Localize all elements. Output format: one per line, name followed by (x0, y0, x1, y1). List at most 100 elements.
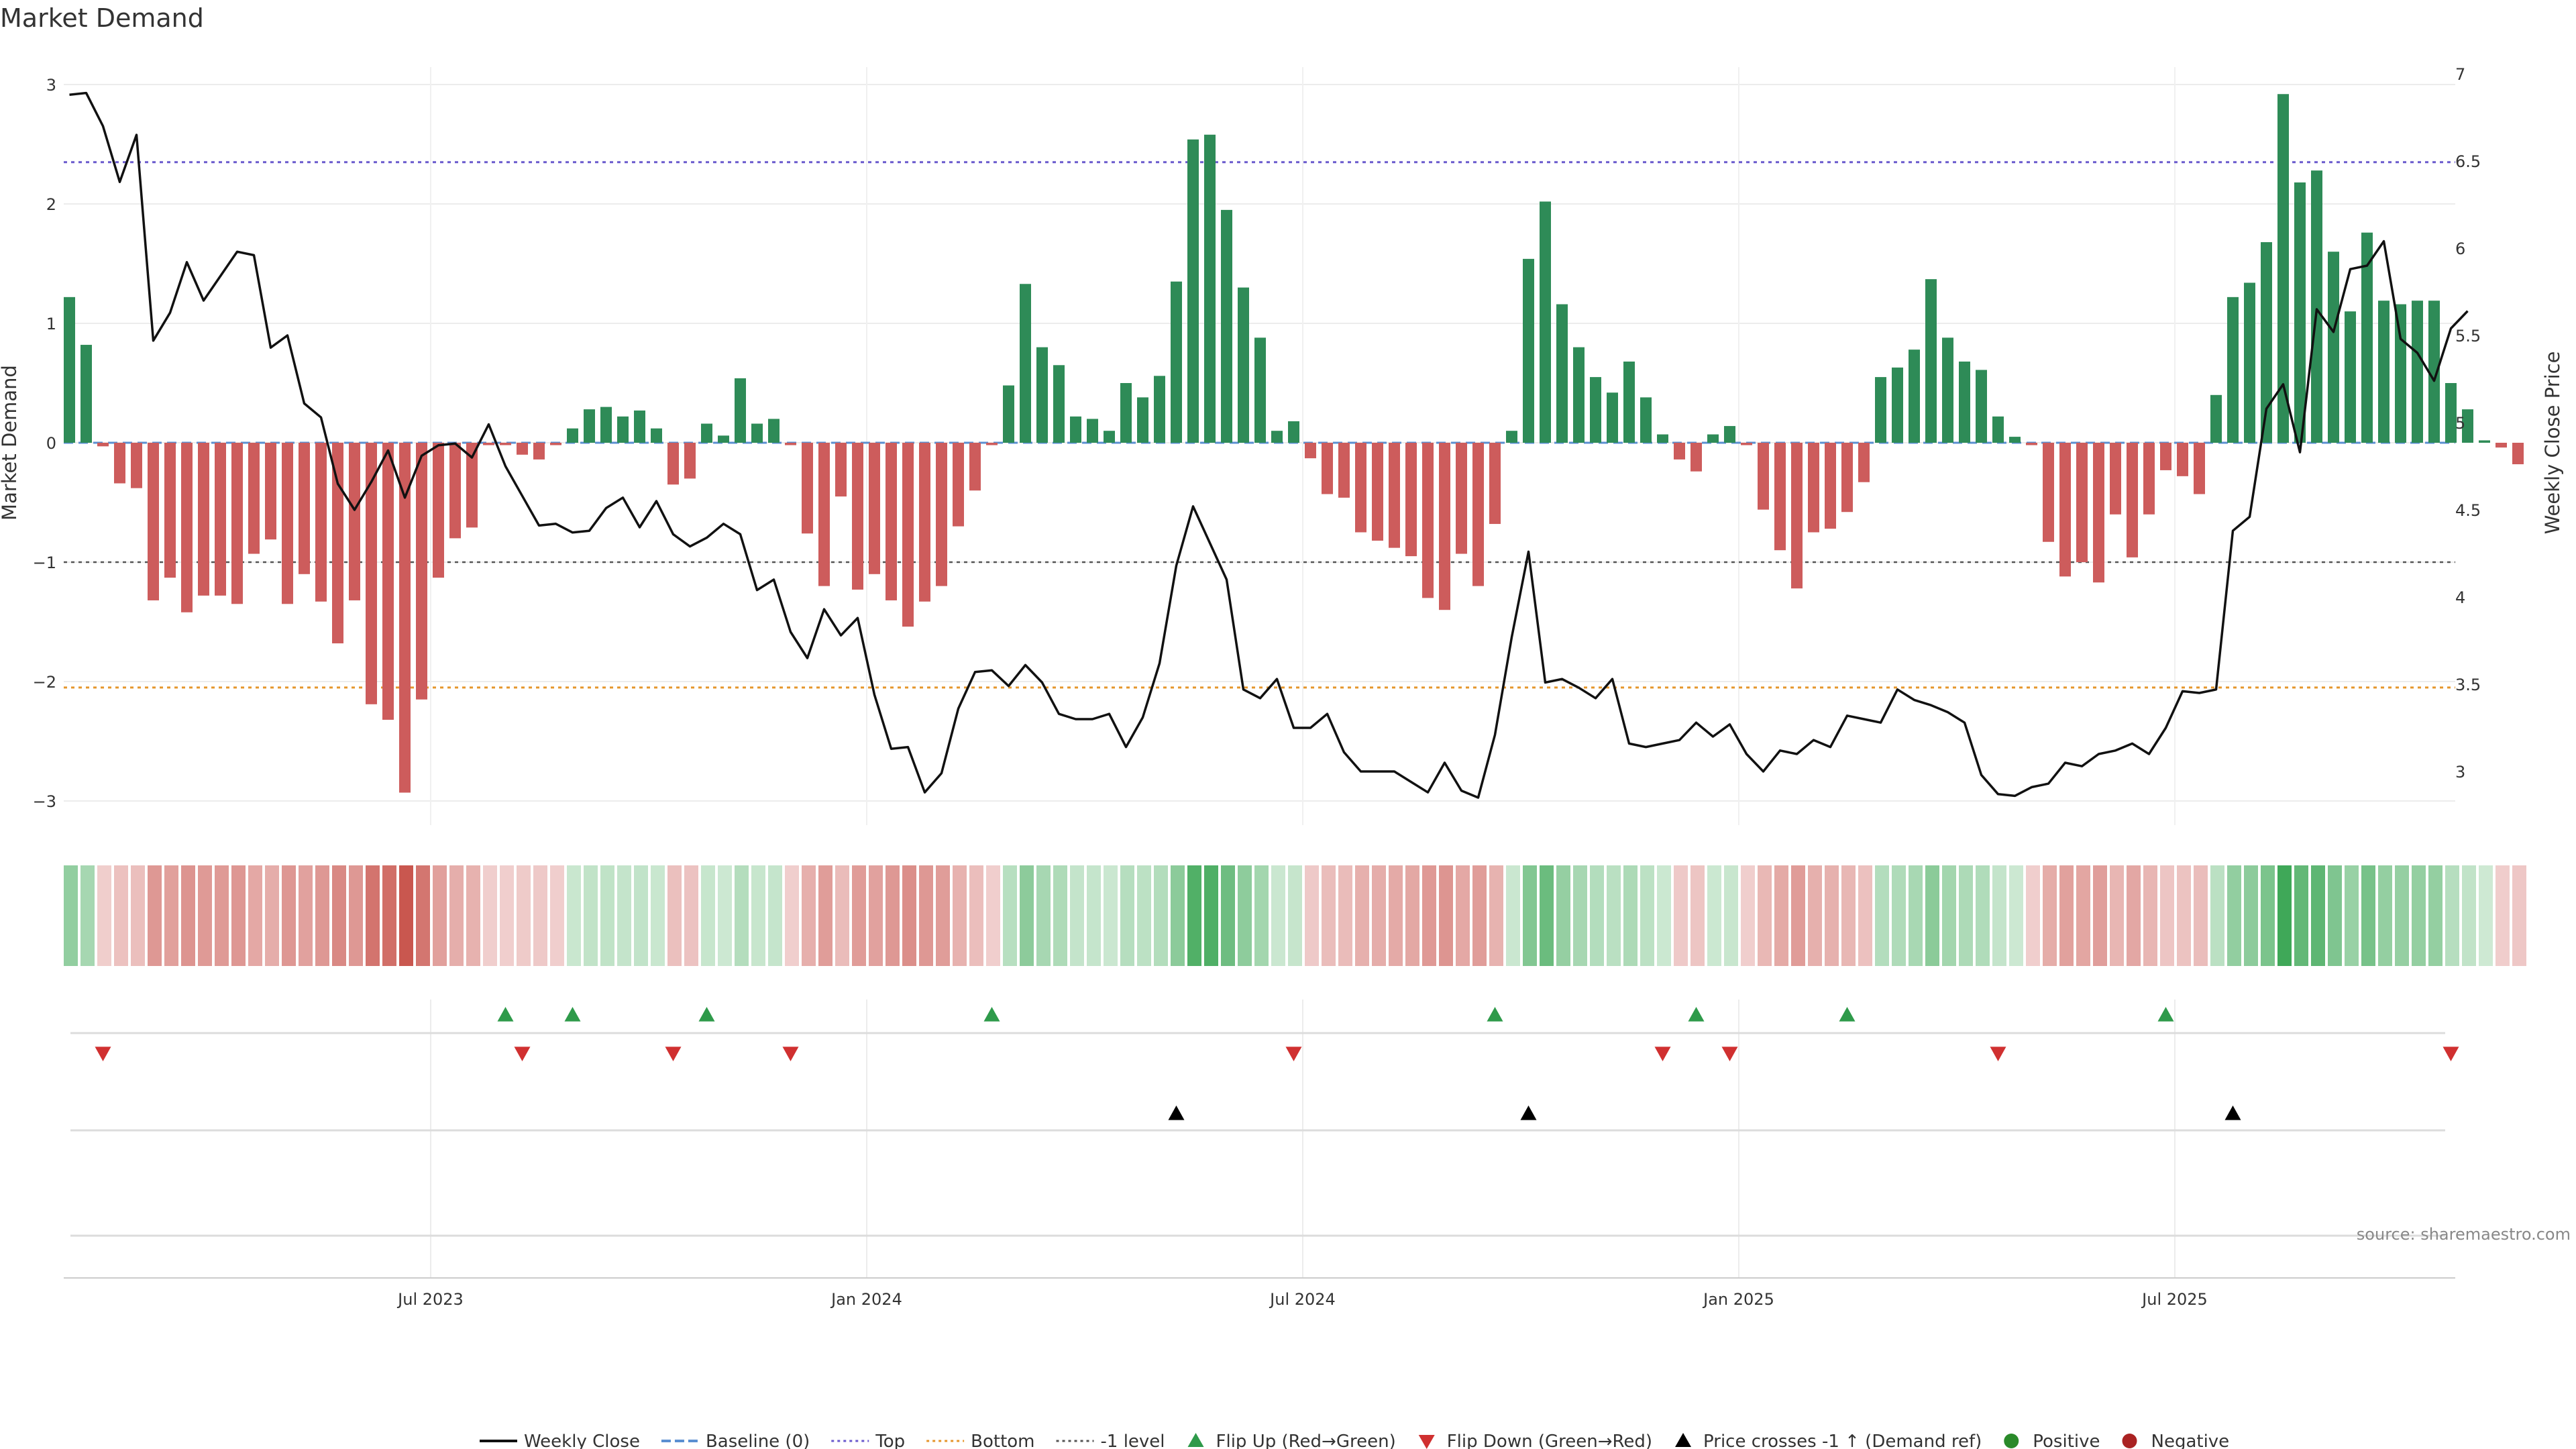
y2-tick-label: 3 (2455, 763, 2465, 782)
flip-up-marker (2157, 1007, 2174, 1022)
flip-down-marker (2443, 1046, 2459, 1061)
heat-cell (2496, 865, 2510, 966)
heat-cell (466, 865, 480, 966)
demand-bar (1305, 443, 1316, 459)
heat-cell (1573, 865, 1587, 966)
heat-cell (1288, 865, 1302, 966)
demand-bar (936, 443, 947, 586)
demand-bar (2428, 301, 2440, 443)
y2-ticks: 7 6.5 6 5.5 5 4.5 4 3.5 3 (2455, 65, 2481, 782)
heat-cell (1036, 865, 1051, 966)
demand-bar (1422, 443, 1434, 598)
legend-label: Flip Down (Green→Red) (1447, 1432, 1652, 1449)
demand-bar (265, 443, 276, 540)
heat-cell (2512, 865, 2526, 966)
heat-cell (2428, 865, 2443, 966)
heat-cell (1909, 865, 1923, 966)
heat-cell (433, 865, 447, 966)
heat-cell (2127, 865, 2141, 966)
x-tick-label: Jul 2023 (396, 1290, 464, 1309)
heat-cell (164, 865, 178, 966)
heat-cell (80, 865, 95, 966)
demand-bar (986, 443, 998, 445)
heat-cell (315, 865, 329, 966)
demand-bar (1238, 287, 1249, 443)
demand-bar (667, 443, 679, 485)
flip-up-marker (983, 1007, 1000, 1022)
heat-cell (852, 865, 866, 966)
demand-bar (2512, 443, 2524, 465)
legend-item: Flip Down (Green→Red) (1418, 1432, 1652, 1449)
y2-tick-label: 5 (2455, 414, 2465, 433)
heat-cell (2395, 865, 2409, 966)
demand-bar (1959, 361, 1970, 443)
demand-bar (2227, 297, 2239, 443)
flip-down-marker (514, 1046, 531, 1061)
y-tick-label: 2 (46, 195, 56, 214)
demand-bar (533, 443, 545, 460)
heat-cell (382, 865, 396, 966)
heat-cell (1070, 865, 1084, 966)
y-tick-label: 0 (46, 434, 56, 453)
demand-bar (2093, 443, 2104, 583)
heat-cell (1489, 865, 1503, 966)
price-cross-marker (1520, 1106, 1537, 1120)
demand-bar (701, 423, 712, 443)
demand-bar (299, 443, 310, 574)
heat-cell (1338, 865, 1352, 966)
demand-bar (2244, 282, 2255, 443)
demand-bar (1104, 431, 1115, 443)
legend-item: Negative (2122, 1432, 2229, 1449)
heat-cell (2345, 865, 2359, 966)
demand-bar (2043, 443, 2054, 542)
demand-bar (466, 443, 478, 528)
legend-item: Baseline (0) (661, 1432, 810, 1449)
demand-bar (1338, 443, 1350, 498)
demand-bar (231, 443, 243, 604)
demand-bar (1288, 421, 1299, 443)
heat-cell (1741, 865, 1755, 966)
demand-bar (97, 443, 109, 447)
heat-cell (2462, 865, 2476, 966)
demand-bar (1204, 134, 1216, 443)
heat-cell (550, 865, 564, 966)
demand-bar (1976, 370, 1987, 443)
heat-cell (1942, 865, 1956, 966)
heat-cell (1322, 865, 1336, 966)
flip-up-marker (1487, 1007, 1503, 1022)
heat-cell (2328, 865, 2342, 966)
heat-cell (517, 865, 531, 966)
heat-cell (969, 865, 983, 966)
heat-cell (2043, 865, 2057, 966)
heat-cell (2110, 865, 2124, 966)
heat-cell (1607, 865, 1621, 966)
heat-cell (1439, 865, 1453, 966)
demand-bar (1355, 443, 1366, 533)
demand-bar (164, 443, 176, 578)
legend: Weekly Close Baseline (0) Top Bottom -1 leve… (480, 1432, 2229, 1449)
heat-cell (1422, 865, 1436, 966)
demand-bar (332, 443, 343, 644)
demand-bar (953, 443, 964, 527)
demand-bar (802, 443, 813, 534)
heat-cell (600, 865, 614, 966)
x-tick-label: Jul 2025 (2141, 1290, 2208, 1309)
legend-triangle-down-icon (1418, 1435, 1435, 1449)
demand-bar (2127, 443, 2138, 557)
heat-cell (148, 865, 162, 966)
demand-bar (1271, 431, 1283, 443)
demand-bar (1070, 416, 1081, 443)
heat-cell (198, 865, 212, 966)
heat-cell (1372, 865, 1386, 966)
demand-bar (2294, 182, 2306, 443)
price-cross-marker (2224, 1106, 2241, 1120)
heat-cell (1523, 865, 1537, 966)
demand-bar (366, 443, 377, 704)
demand-bar (2311, 170, 2322, 443)
demand-bar (1590, 377, 1601, 443)
heat-cell (2227, 865, 2241, 966)
demand-bar (1942, 337, 1953, 443)
flip-up-marker (698, 1007, 715, 1022)
legend-item: Weekly Close (480, 1432, 640, 1449)
y-axis-label: Market Demand (0, 365, 21, 521)
